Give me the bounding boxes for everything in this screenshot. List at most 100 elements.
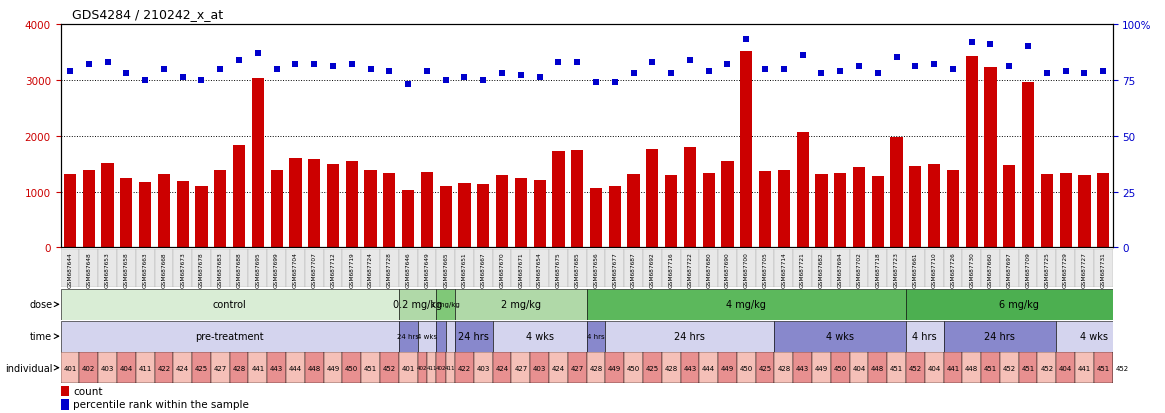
- FancyBboxPatch shape: [79, 250, 98, 287]
- FancyBboxPatch shape: [511, 250, 530, 287]
- FancyBboxPatch shape: [174, 250, 192, 287]
- FancyBboxPatch shape: [906, 250, 925, 287]
- Text: GSM687654: GSM687654: [537, 252, 542, 287]
- Point: [718, 62, 736, 68]
- Text: GSM687731: GSM687731: [1101, 252, 1106, 287]
- FancyBboxPatch shape: [493, 250, 511, 287]
- Text: 428: 428: [664, 365, 678, 371]
- Bar: [361, 352, 380, 383]
- Text: GSM687653: GSM687653: [105, 252, 110, 287]
- FancyBboxPatch shape: [868, 250, 888, 287]
- Bar: [721, 161, 734, 248]
- Point: [849, 64, 868, 71]
- Text: 452: 452: [383, 365, 396, 371]
- FancyBboxPatch shape: [135, 250, 155, 287]
- Text: GSM687697: GSM687697: [1007, 252, 1011, 287]
- Text: 425: 425: [758, 365, 771, 371]
- Bar: [571, 150, 584, 248]
- Bar: [1018, 352, 1038, 383]
- FancyBboxPatch shape: [586, 250, 606, 287]
- Text: 441: 441: [946, 365, 960, 371]
- Point: [1000, 64, 1018, 71]
- Point: [567, 59, 586, 66]
- Point: [248, 50, 267, 57]
- Text: 427: 427: [213, 365, 227, 371]
- Bar: [436, 289, 456, 320]
- Text: 452: 452: [1040, 365, 1053, 371]
- Text: 424: 424: [495, 365, 509, 371]
- Bar: [871, 176, 884, 248]
- Bar: [61, 386, 69, 396]
- Text: pre-treatment: pre-treatment: [196, 331, 264, 342]
- Point: [211, 66, 230, 73]
- Text: 441: 441: [252, 365, 264, 371]
- Point: [136, 77, 155, 84]
- Bar: [665, 175, 677, 248]
- Text: GSM687680: GSM687680: [706, 252, 711, 287]
- Bar: [947, 171, 959, 248]
- Text: GSM687730: GSM687730: [969, 252, 974, 287]
- Bar: [1059, 173, 1072, 248]
- Point: [324, 64, 343, 71]
- FancyBboxPatch shape: [155, 250, 174, 287]
- Bar: [586, 321, 606, 352]
- Point: [643, 59, 662, 66]
- Text: GSM687694: GSM687694: [838, 252, 842, 287]
- Bar: [456, 352, 474, 383]
- Text: GSM687714: GSM687714: [782, 252, 786, 287]
- Text: dose: dose: [29, 299, 52, 310]
- Bar: [834, 173, 846, 248]
- Text: 411: 411: [445, 365, 456, 370]
- FancyBboxPatch shape: [699, 250, 718, 287]
- Point: [1038, 71, 1057, 77]
- Text: 403: 403: [101, 365, 114, 371]
- Bar: [61, 289, 398, 320]
- Text: 451: 451: [363, 365, 377, 371]
- Bar: [446, 321, 456, 352]
- Bar: [552, 151, 565, 248]
- Text: GSM687661: GSM687661: [913, 252, 918, 287]
- Text: 452: 452: [909, 365, 922, 371]
- Point: [493, 71, 511, 77]
- Text: 404: 404: [1059, 365, 1072, 371]
- FancyBboxPatch shape: [981, 250, 1000, 287]
- FancyBboxPatch shape: [680, 250, 699, 287]
- Bar: [493, 352, 511, 383]
- Bar: [79, 352, 98, 383]
- FancyBboxPatch shape: [718, 250, 737, 287]
- Point: [174, 75, 192, 82]
- Text: GSM687712: GSM687712: [331, 252, 336, 287]
- Text: 451: 451: [890, 365, 903, 371]
- Text: GSM687725: GSM687725: [1044, 252, 1050, 287]
- Bar: [530, 352, 549, 383]
- Point: [398, 82, 417, 88]
- Text: 427: 427: [571, 365, 584, 371]
- Point: [925, 62, 944, 68]
- FancyBboxPatch shape: [456, 250, 474, 287]
- Bar: [984, 68, 996, 248]
- Bar: [624, 352, 643, 383]
- Bar: [702, 173, 715, 248]
- Text: GSM687722: GSM687722: [687, 252, 692, 287]
- Point: [868, 71, 887, 77]
- FancyBboxPatch shape: [662, 250, 680, 287]
- Bar: [230, 352, 248, 383]
- Text: GSM687648: GSM687648: [86, 252, 91, 287]
- Text: 428: 428: [777, 365, 790, 371]
- Text: 452: 452: [1003, 365, 1016, 371]
- Point: [361, 66, 380, 73]
- Bar: [906, 289, 1131, 320]
- Point: [230, 57, 248, 64]
- FancyBboxPatch shape: [793, 250, 812, 287]
- Point: [662, 71, 680, 77]
- Bar: [101, 164, 114, 248]
- Text: 6 mg/kg: 6 mg/kg: [998, 299, 1038, 310]
- FancyBboxPatch shape: [530, 250, 549, 287]
- Point: [417, 68, 436, 75]
- Text: 4 wks: 4 wks: [1080, 331, 1108, 342]
- Point: [98, 59, 116, 66]
- Bar: [1000, 352, 1018, 383]
- Bar: [868, 352, 888, 383]
- Text: 449: 449: [721, 365, 734, 371]
- Point: [1057, 68, 1075, 75]
